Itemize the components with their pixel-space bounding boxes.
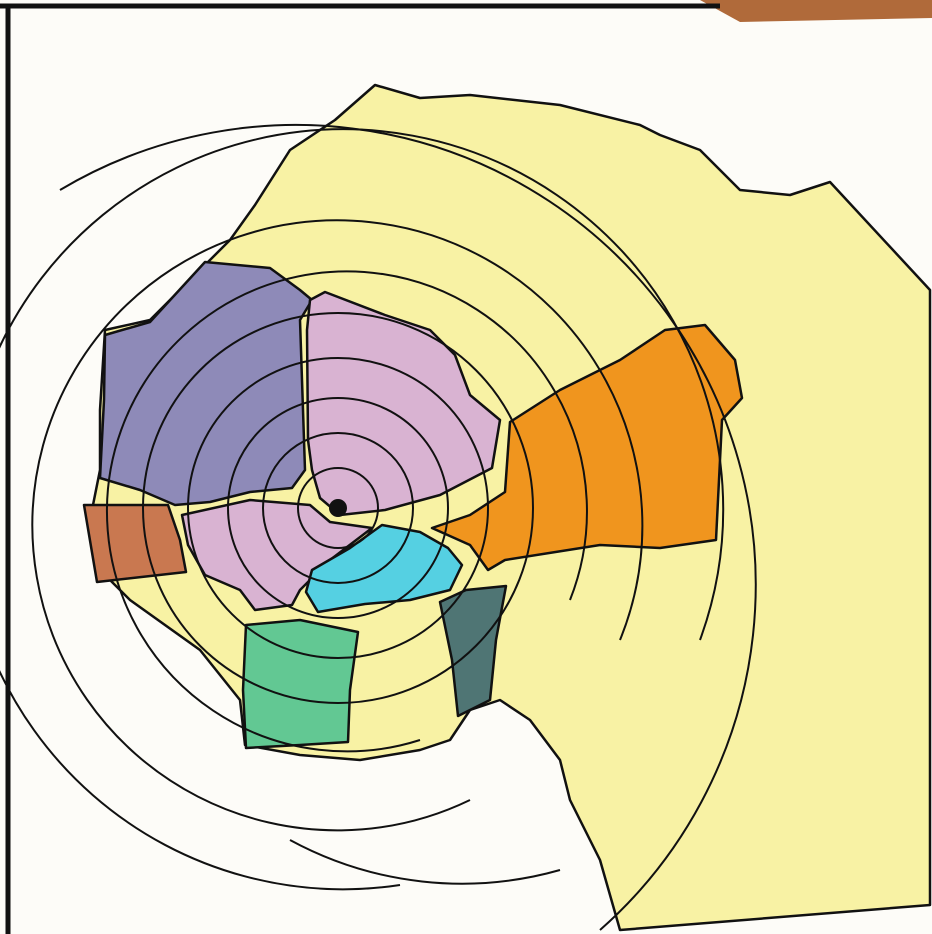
ring [227, 397, 449, 619]
center-point [329, 499, 347, 517]
corner-strip [700, 0, 932, 22]
orange-region [430, 323, 744, 572]
ring [297, 467, 379, 549]
lilac-region-north [305, 290, 502, 517]
ring-arc [59, 124, 757, 931]
teal-region [438, 584, 508, 718]
ring [262, 432, 414, 584]
ring-arc [289, 839, 561, 885]
ring-arc [105, 270, 588, 753]
ring [187, 357, 489, 659]
green-region [241, 618, 360, 750]
ring [142, 312, 534, 704]
cyan-region [304, 523, 464, 614]
rings [0, 124, 757, 931]
brown-region [82, 503, 188, 584]
ring-arc [31, 219, 644, 832]
